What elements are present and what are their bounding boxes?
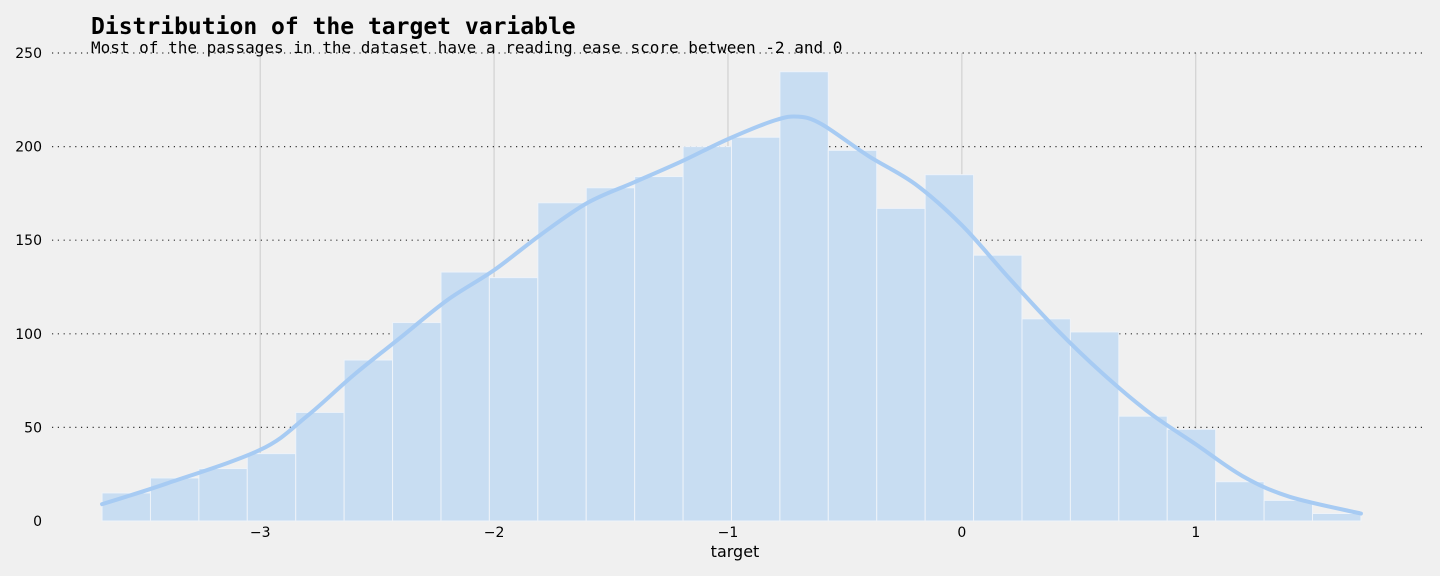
histogram-bar <box>779 71 829 522</box>
x-tick-label: −3 <box>250 525 271 541</box>
histogram-bar <box>634 176 684 522</box>
histogram-bar <box>488 277 539 522</box>
histogram-bar <box>198 468 248 522</box>
ticks-layer: 0 50 100 150 200 250 −3 −2 −1 0 1 <box>15 46 1200 541</box>
histogram-bar <box>440 271 490 522</box>
x-tick-label: 1 <box>1191 525 1200 541</box>
histogram-bar <box>149 477 200 522</box>
y-tick-label: 250 <box>15 46 42 62</box>
y-tick-label: 150 <box>15 233 42 249</box>
histogram-bar <box>343 359 394 522</box>
x-axis-label: target <box>711 542 760 561</box>
x-tick-label: 0 <box>957 525 966 541</box>
histogram-bar <box>1069 331 1120 522</box>
y-tick-label: 100 <box>15 327 42 343</box>
bars-layer <box>101 71 1362 522</box>
kde-line <box>100 114 1363 516</box>
histogram-bar <box>246 453 297 522</box>
histogram-bar <box>537 202 587 522</box>
y-tick-label: 0 <box>33 514 42 530</box>
histogram-bar <box>876 207 926 522</box>
histogram-bar <box>1263 499 1313 522</box>
x-tick-label: −2 <box>484 525 505 541</box>
chart-title: Distribution of the target variable <box>91 14 576 40</box>
histogram-bar <box>924 174 975 522</box>
histogram-bar <box>1166 428 1217 522</box>
kde-layer <box>100 114 1363 516</box>
histogram-bar <box>730 136 781 522</box>
histogram-bar <box>1118 415 1168 522</box>
chart-subtitle: Most of the passages in the dataset have… <box>91 38 842 57</box>
histogram-bar <box>1021 318 1071 522</box>
y-tick-label: 200 <box>15 140 42 156</box>
histogram-bar <box>295 411 345 522</box>
histogram-bar <box>1311 513 1362 522</box>
histogram-bar <box>392 322 442 522</box>
histogram-bar <box>682 146 732 522</box>
histogram-bar <box>973 254 1023 522</box>
histogram-bar <box>827 149 878 522</box>
y-tick-label: 50 <box>24 420 42 436</box>
histogram-bar <box>1215 481 1265 522</box>
histogram-bar <box>585 187 636 522</box>
x-tick-label: −1 <box>718 525 739 541</box>
